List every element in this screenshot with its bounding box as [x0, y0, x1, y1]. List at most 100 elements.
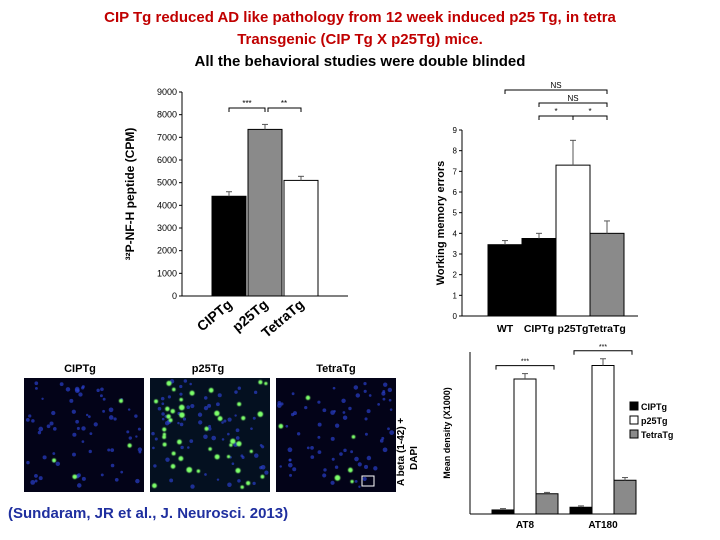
- micro-nucleus-dot: [102, 409, 105, 413]
- c2-ytick-label: 9: [453, 126, 458, 135]
- micro-panel-tetratg: [276, 378, 396, 492]
- micro-nucleus-dot: [216, 478, 220, 481]
- micro-panel-p25tg: [150, 378, 270, 492]
- chart-mean-density: Mean density (X1000) AT8 *** AT180 *** CIPTg p…: [442, 344, 673, 531]
- micro-nucleus-dot: [114, 477, 119, 482]
- micro-nucleus-dot: [41, 397, 44, 400]
- micro-nucleus-dot: [343, 448, 347, 453]
- c2-ytick-label: 5: [453, 209, 458, 218]
- micro-label-tetratg: TetraTg: [316, 363, 356, 375]
- c2-xlabel-ciptg: CIPTg: [524, 323, 554, 335]
- micro-abeta-dot: [230, 438, 236, 444]
- micro-abeta-dot: [208, 447, 212, 451]
- micro-nucleus-dot: [389, 430, 395, 435]
- micro-nucleus-dot: [377, 403, 381, 406]
- micro-nucleus-dot: [75, 419, 79, 424]
- micro-nucleus-dot: [348, 406, 352, 411]
- micro-nucleus-dot: [334, 465, 339, 469]
- micro-nucleus-dot: [379, 439, 384, 443]
- micro-nucleus-dot: [357, 462, 362, 467]
- micro-abeta-dot: [305, 395, 311, 400]
- micro-nucleus-dot: [190, 403, 195, 409]
- micro-abeta-dot: [179, 412, 185, 418]
- micro-nucleus-dot: [179, 422, 184, 427]
- micro-nucleus-dot: [254, 453, 259, 458]
- c2-sig-bracket-4: [572, 115, 608, 120]
- micro-nucleus-dot: [211, 435, 217, 441]
- micro-nucleus-dot: [353, 385, 359, 390]
- micro-nucleus-dot: [382, 447, 388, 453]
- c1-ytick-label: 9000: [157, 87, 177, 97]
- c2-ytick-label: 2: [453, 271, 458, 280]
- c1-bar-tetratg: [283, 179, 319, 297]
- micro-nucleus-dot: [364, 432, 368, 436]
- micro-nucleus-dot: [187, 446, 190, 449]
- micro-nucleus-dot: [26, 460, 30, 465]
- micro-nucleus-dot: [126, 430, 130, 434]
- micro-nucleus-dot: [253, 390, 258, 395]
- micro-nucleus-dot: [31, 419, 35, 423]
- microscopy-figure: CIPTg p25Tg TetraTg A beta (1-42) + DAPI: [24, 363, 420, 492]
- title-line-2: Transgenic (CIP Tg X p25Tg) mice.: [237, 31, 483, 48]
- micro-nucleus-dot: [81, 426, 86, 431]
- micro-nucleus-dot: [252, 416, 256, 420]
- micro-nucleus-dot: [197, 412, 203, 417]
- c1-ytick-label: 8000: [157, 110, 177, 120]
- micro-nucleus-dot: [330, 436, 335, 441]
- micro-abeta-dot: [162, 432, 167, 437]
- micro-nucleus-dot: [135, 478, 140, 484]
- c1-bar-p25tg: [247, 128, 283, 297]
- c2-sig-bracket-3: [538, 115, 574, 120]
- micro-nucleus-dot: [81, 476, 86, 481]
- micro-nucleus-dot: [120, 470, 124, 474]
- micro-abeta-dot: [351, 434, 356, 439]
- micro-nucleus-dot: [76, 426, 80, 430]
- c2-ytick-label: 7: [453, 167, 458, 176]
- c3-ylabel: Mean density (X1000): [442, 387, 452, 479]
- micro-nucleus-dot: [51, 410, 56, 416]
- micro-nucleus-dot: [87, 415, 91, 419]
- micro-nucleus-dot: [179, 392, 183, 396]
- micro-abeta-dot: [208, 387, 214, 393]
- micro-nucleus-dot: [134, 414, 138, 418]
- micro-nucleus-dot: [28, 414, 32, 418]
- c2-ytick-label: 4: [453, 229, 458, 238]
- micro-nucleus-dot: [52, 452, 56, 455]
- micro-nucleus-dot: [234, 414, 237, 417]
- micro-nucleus-dot: [34, 479, 38, 483]
- micro-nucleus-dot: [363, 464, 369, 469]
- micro-abeta-dot: [165, 406, 170, 412]
- micro-nucleus-dot: [107, 448, 111, 452]
- micro-nucleus-dot: [217, 393, 222, 398]
- micro-nucleus-dot: [65, 387, 71, 392]
- micro-nucleus-dot: [160, 396, 165, 401]
- micro-nucleus-dot: [38, 476, 43, 481]
- micro-abeta-dot: [196, 469, 201, 473]
- micro-nucleus-dot: [161, 417, 165, 421]
- micro-nucleus-dot: [76, 483, 82, 488]
- micro-nucleus-dot: [186, 405, 191, 410]
- micro-nucleus-dot: [373, 466, 378, 471]
- micro-abeta-dot: [348, 467, 353, 473]
- c1-sig-label-1: ***: [242, 99, 251, 108]
- micro-nucleus-dot: [289, 473, 293, 477]
- c3-legend-label-tetratg: TetraTg: [641, 430, 673, 440]
- micro-nucleus-dot: [81, 440, 85, 443]
- micro-nucleus-dot: [127, 408, 131, 411]
- micro-nucleus-dot: [203, 434, 208, 440]
- micro-nucleus-dot: [179, 384, 183, 389]
- micro-nucleus-dot: [292, 467, 297, 472]
- micro-nucleus-dot: [250, 427, 253, 430]
- c2-xlabel-p25tg: p25Tg: [558, 323, 589, 335]
- micro-nucleus-dot: [55, 461, 61, 467]
- micro-side-label-2: DAPI: [409, 446, 420, 470]
- micro-abeta-dot: [264, 381, 268, 386]
- micro-nucleus-dot: [100, 387, 104, 392]
- chart-nfh-peptide: 0 1000 2000 3000 4000 5000 6000 7000 8000 9000 ³²P…: [123, 87, 348, 341]
- micro-nucleus-dot: [331, 457, 335, 461]
- c2-ytick-label: 0: [453, 312, 458, 321]
- micro-panel-ciptg: [24, 378, 144, 492]
- micro-abeta-dot: [236, 441, 242, 447]
- citation: (Sundaram, JR et al., J. Neurosci. 2013): [8, 505, 289, 522]
- micro-nucleus-dot: [334, 423, 340, 428]
